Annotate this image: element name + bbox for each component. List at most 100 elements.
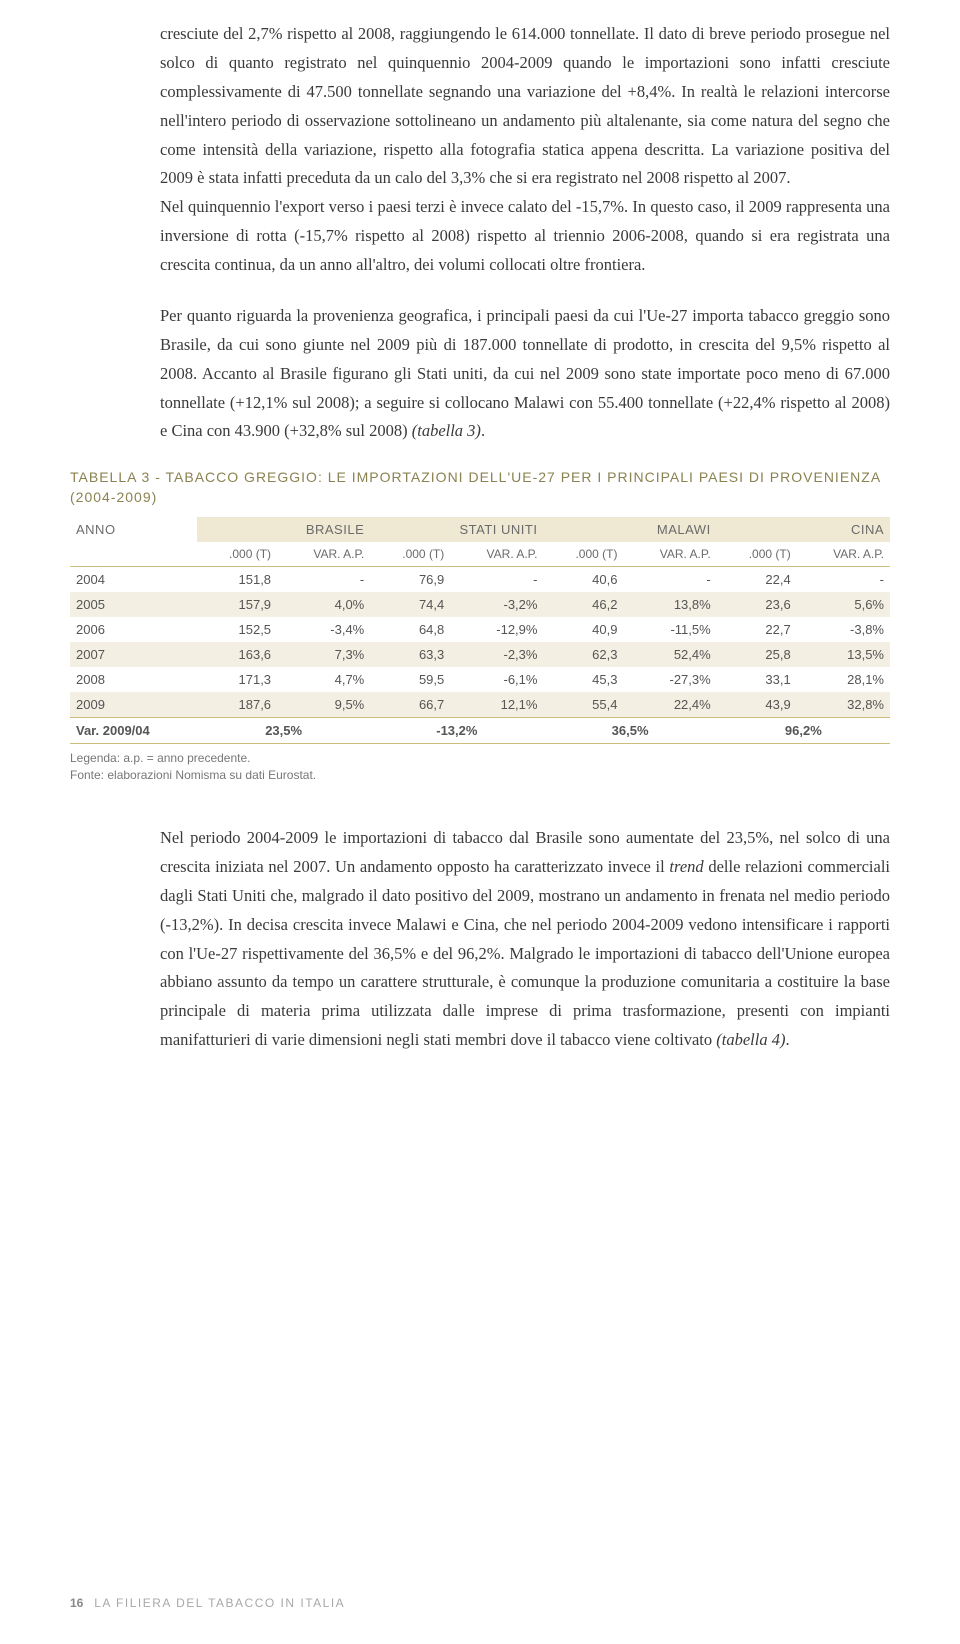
- cell-value: 152,5: [197, 617, 277, 642]
- cell-value: 59,5: [370, 667, 450, 692]
- table-row: 2008171,34,7%59,5-6,1%45,3-27,3%33,128,1…: [70, 667, 890, 692]
- table-row: 2004151,8-76,9-40,6-22,4-: [70, 567, 890, 593]
- cell-value: 13,8%: [623, 592, 716, 617]
- cell-value: 28,1%: [797, 667, 890, 692]
- summary-value: 36,5%: [543, 718, 716, 744]
- sub-t: .000 (T): [717, 542, 797, 567]
- table-row: 2009187,69,5%66,712,1%55,422,4%43,932,8%: [70, 692, 890, 718]
- cell-year: 2007: [70, 642, 197, 667]
- imports-table: ANNO BRASILE STATI UNITI MALAWI CINA .00…: [70, 517, 890, 744]
- summary-value: 96,2%: [717, 718, 890, 744]
- legend-line-1: Legenda: a.p. = anno precedente.: [70, 751, 251, 765]
- cell-value: 43,9: [717, 692, 797, 718]
- cell-value: 4,0%: [277, 592, 370, 617]
- sub-var: VAR. A.P.: [623, 542, 716, 567]
- page-footer: 16 LA FILIERA DEL TABACCO IN ITALIA: [70, 1596, 345, 1610]
- cell-value: -: [450, 567, 543, 593]
- cell-year: 2006: [70, 617, 197, 642]
- paragraph-2-ref: (tabella 3): [412, 421, 481, 440]
- cell-value: 74,4: [370, 592, 450, 617]
- table-body: 2004151,8-76,9-40,6-22,4-2005157,94,0%74…: [70, 567, 890, 744]
- cell-value: 33,1: [717, 667, 797, 692]
- cell-value: 76,9: [370, 567, 450, 593]
- cell-value: 7,3%: [277, 642, 370, 667]
- cell-value: 64,8: [370, 617, 450, 642]
- table-title: TABELLA 3 - TABACCO GREGGIO: LE IMPORTAZ…: [70, 468, 890, 507]
- summary-value: 23,5%: [197, 718, 370, 744]
- cell-value: -27,3%: [623, 667, 716, 692]
- cell-value: -: [797, 567, 890, 593]
- cell-value: 9,5%: [277, 692, 370, 718]
- paragraph-3-end: .: [785, 1030, 789, 1049]
- cell-value: 171,3: [197, 667, 277, 692]
- paragraph-3-ref: (tabella 4): [716, 1030, 785, 1049]
- paragraph-1: cresciute del 2,7% rispetto al 2008, rag…: [70, 20, 890, 280]
- cell-value: 40,6: [543, 567, 623, 593]
- cell-value: 23,6: [717, 592, 797, 617]
- table-row: 2005157,94,0%74,4-3,2%46,213,8%23,65,6%: [70, 592, 890, 617]
- cell-value: 151,8: [197, 567, 277, 593]
- cell-value: 163,6: [197, 642, 277, 667]
- cell-value: -11,5%: [623, 617, 716, 642]
- cell-value: -6,1%: [450, 667, 543, 692]
- paragraph-1a: cresciute del 2,7% rispetto al 2008, rag…: [160, 24, 890, 187]
- cell-value: 45,3: [543, 667, 623, 692]
- table-row: 2006152,5-3,4%64,8-12,9%40,9-11,5%22,7-3…: [70, 617, 890, 642]
- cell-value: -3,8%: [797, 617, 890, 642]
- table-row: 2007163,67,3%63,3-2,3%62,352,4%25,813,5%: [70, 642, 890, 667]
- paragraph-2-text: Per quanto riguarda la provenienza geogr…: [160, 306, 890, 441]
- page-number: 16: [70, 1596, 83, 1610]
- paragraph-3-trend: trend: [669, 857, 703, 876]
- cell-year: 2008: [70, 667, 197, 692]
- cell-value: -3,4%: [277, 617, 370, 642]
- sub-var: VAR. A.P.: [797, 542, 890, 567]
- cell-value: -2,3%: [450, 642, 543, 667]
- col-brasile: BRASILE: [197, 517, 370, 542]
- cell-value: 5,6%: [797, 592, 890, 617]
- cell-value: 22,4%: [623, 692, 716, 718]
- table-legend: Legenda: a.p. = anno precedente. Fonte: …: [70, 750, 890, 784]
- col-stati-uniti: STATI UNITI: [370, 517, 543, 542]
- col-cina: CINA: [717, 517, 890, 542]
- sub-var: VAR. A.P.: [277, 542, 370, 567]
- table-summary-row: Var. 2009/0423,5%-13,2%36,5%96,2%: [70, 718, 890, 744]
- paragraph-3b: delle relazioni commerciali dagli Stati …: [160, 857, 890, 1049]
- table-header-row-2: .000 (T) VAR. A.P. .000 (T) VAR. A.P. .0…: [70, 542, 890, 567]
- cell-value: -: [277, 567, 370, 593]
- sub-var: VAR. A.P.: [450, 542, 543, 567]
- table-header-row-1: ANNO BRASILE STATI UNITI MALAWI CINA: [70, 517, 890, 542]
- cell-value: 4,7%: [277, 667, 370, 692]
- cell-value: -: [623, 567, 716, 593]
- cell-value: 63,3: [370, 642, 450, 667]
- cell-value: 12,1%: [450, 692, 543, 718]
- cell-value: 46,2: [543, 592, 623, 617]
- col-blank: [70, 542, 197, 567]
- cell-value: 187,6: [197, 692, 277, 718]
- paragraph-3: Nel periodo 2004-2009 le importazioni di…: [70, 824, 890, 1055]
- col-anno: ANNO: [70, 517, 197, 542]
- cell-value: 62,3: [543, 642, 623, 667]
- cell-value: 52,4%: [623, 642, 716, 667]
- cell-value: 66,7: [370, 692, 450, 718]
- cell-value: -3,2%: [450, 592, 543, 617]
- paragraph-1b: Nel quinquennio l'export verso i paesi t…: [160, 197, 890, 274]
- cell-value: -12,9%: [450, 617, 543, 642]
- sub-t: .000 (T): [543, 542, 623, 567]
- cell-year: 2009: [70, 692, 197, 718]
- cell-value: 40,9: [543, 617, 623, 642]
- summary-label: Var. 2009/04: [70, 718, 197, 744]
- cell-year: 2005: [70, 592, 197, 617]
- cell-year: 2004: [70, 567, 197, 593]
- cell-value: 22,4: [717, 567, 797, 593]
- sub-t: .000 (T): [197, 542, 277, 567]
- paragraph-2-end: .: [481, 421, 485, 440]
- legend-line-2: Fonte: elaborazioni Nomisma su dati Euro…: [70, 768, 316, 782]
- cell-value: 157,9: [197, 592, 277, 617]
- sub-t: .000 (T): [370, 542, 450, 567]
- paragraph-2: Per quanto riguarda la provenienza geogr…: [70, 302, 890, 446]
- cell-value: 32,8%: [797, 692, 890, 718]
- footer-title: LA FILIERA DEL TABACCO IN ITALIA: [94, 1596, 345, 1610]
- cell-value: 25,8: [717, 642, 797, 667]
- cell-value: 22,7: [717, 617, 797, 642]
- col-malawi: MALAWI: [543, 517, 716, 542]
